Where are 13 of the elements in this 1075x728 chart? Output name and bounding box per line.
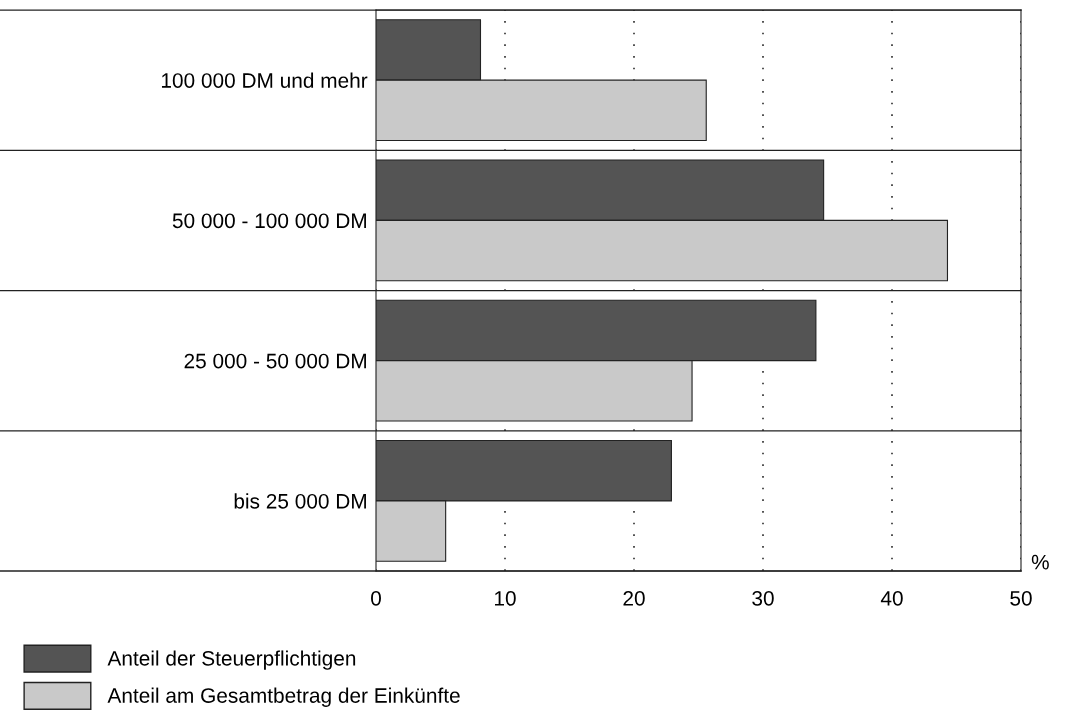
- y-tick-label: 50 000 - 100 000 DM: [172, 213, 366, 229]
- x-tick-label: 50: [1010, 590, 1032, 606]
- y-tick-label: bis 25 000 DM: [234, 493, 366, 509]
- x-axis-title: %: [1031, 554, 1049, 570]
- x-tick-label: 40: [880, 590, 903, 606]
- y-tick-label: 25 000 - 50 000 DM: [184, 353, 366, 369]
- y-tick-label: 100 000 DM und mehr: [161, 72, 368, 88]
- x-tick-label: 30: [752, 590, 774, 606]
- x-tick-label: 0: [371, 590, 381, 606]
- legend-label: Anteil der Steuerpflichtigen: [107, 650, 356, 670]
- x-tick-label: 10: [495, 590, 516, 606]
- x-tick-label: 20: [623, 590, 645, 606]
- legend-label: Anteil am Gesamtbetrag der Einkünfte: [107, 687, 460, 708]
